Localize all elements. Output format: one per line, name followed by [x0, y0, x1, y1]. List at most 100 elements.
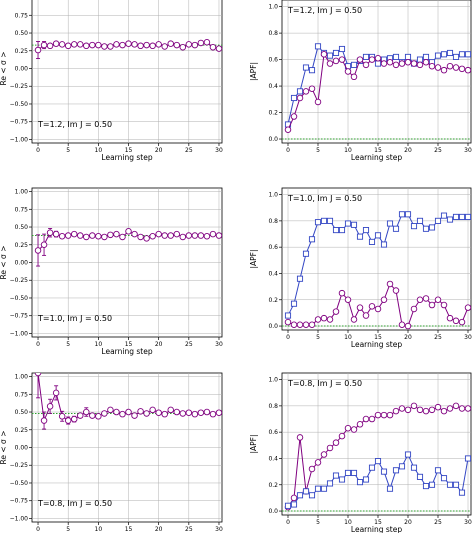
y-tick-label: −1.00	[10, 330, 29, 337]
data-point	[368, 56, 376, 63]
data-point	[46, 403, 54, 410]
x-tick-label: 10	[95, 147, 103, 154]
data-point	[326, 52, 334, 59]
panel-middle-right: 0 5 10 15 20 25 30 0.0 0.2 0.4 0.6 0.8 1.0 Learning s…	[249, 187, 472, 349]
data-point	[404, 211, 412, 218]
data-point	[356, 479, 364, 486]
x-tick-label: 0	[36, 526, 40, 533]
data-point	[416, 406, 424, 414]
plot-content	[32, 373, 222, 430]
data-point	[155, 409, 162, 416]
data-point	[332, 57, 340, 65]
data-point	[362, 476, 370, 483]
y-tick-label: −0.75	[10, 498, 29, 505]
plot-content	[32, 227, 222, 267]
x-tick-label: 20	[155, 147, 163, 154]
x-tick-label: 30	[215, 341, 223, 348]
data-point	[464, 405, 471, 412]
data-point	[308, 67, 316, 74]
x-tick-label: 25	[185, 147, 193, 154]
data-point	[137, 233, 144, 241]
data-point	[452, 213, 460, 220]
y-tick-label: 0.50	[15, 30, 29, 37]
x-tick-label: 5	[316, 334, 320, 341]
data-point	[173, 41, 181, 49]
data-point	[203, 38, 211, 46]
data-point	[107, 406, 114, 414]
plot-content	[32, 38, 222, 60]
panel-bottom-left: 0 5 10 15 20 25 30 −1.00 −0.75 −0.50 −0.25 0.00 0.25…	[0, 372, 223, 533]
plot-area	[281, 372, 472, 516]
data-point	[458, 405, 466, 412]
data-point	[320, 485, 328, 492]
data-point	[458, 318, 466, 326]
data-point	[368, 415, 376, 423]
y-tick-label: 0.6	[268, 429, 278, 436]
data-point	[143, 235, 150, 242]
data-point	[368, 464, 376, 471]
data-point	[107, 231, 114, 239]
data-point	[83, 233, 90, 241]
data-point	[197, 39, 205, 47]
data-point	[440, 66, 448, 74]
data-point	[70, 230, 78, 238]
data-point	[446, 405, 454, 412]
data-point	[131, 41, 138, 48]
data-point	[296, 275, 304, 282]
data-point	[380, 296, 388, 304]
data-point	[58, 232, 66, 240]
data-point	[296, 492, 304, 499]
data-point	[155, 230, 162, 238]
data-point	[77, 41, 84, 48]
data-point	[392, 53, 400, 60]
data-point	[314, 98, 322, 106]
data-point	[446, 314, 454, 322]
x-tick-label: 5	[66, 341, 70, 348]
data-point	[398, 60, 406, 67]
data-point	[380, 241, 388, 248]
data-point	[290, 501, 298, 508]
data-point	[362, 227, 370, 234]
plot-content	[282, 211, 471, 330]
x-axis-label: Learning step	[101, 347, 152, 356]
data-point	[374, 458, 382, 465]
data-point	[137, 408, 144, 415]
data-point	[362, 61, 370, 69]
data-point	[434, 217, 442, 224]
x-tick-label: 15	[374, 147, 382, 154]
x-tick-label: 15	[125, 147, 133, 154]
data-point	[428, 406, 436, 414]
data-point	[326, 60, 334, 67]
data-point	[290, 113, 298, 120]
data-point	[434, 52, 442, 59]
data-point	[440, 212, 448, 219]
data-point	[332, 49, 340, 57]
data-point	[464, 51, 471, 58]
data-point	[113, 230, 120, 238]
x-tick-label: 15	[374, 519, 382, 526]
data-point	[191, 41, 199, 49]
y-tick-label: −0.25	[10, 462, 29, 469]
y-tick-label: −0.50	[10, 101, 29, 108]
data-point	[356, 304, 364, 311]
data-point	[344, 469, 352, 476]
data-point	[284, 312, 292, 319]
data-point	[308, 236, 316, 243]
data-point	[392, 225, 400, 232]
data-point	[386, 220, 394, 227]
data-point	[446, 481, 454, 488]
x-tick-label: 0	[286, 519, 290, 526]
data-point	[356, 56, 364, 63]
data-point	[119, 233, 126, 241]
x-tick-label: 10	[344, 519, 352, 526]
data-point	[296, 321, 304, 328]
panel-top-left: 0 5 10 15 20 25 30 −1.00 −0.75 −0.50 −0.25 0.00 0.25…	[0, 0, 223, 162]
data-point	[458, 213, 466, 220]
data-point	[434, 64, 442, 71]
data-point	[446, 49, 454, 57]
data-point	[404, 53, 412, 60]
y-tick-label: 0.4	[268, 455, 278, 462]
data-point	[155, 41, 162, 48]
data-point	[308, 492, 316, 499]
data-point	[167, 232, 174, 239]
